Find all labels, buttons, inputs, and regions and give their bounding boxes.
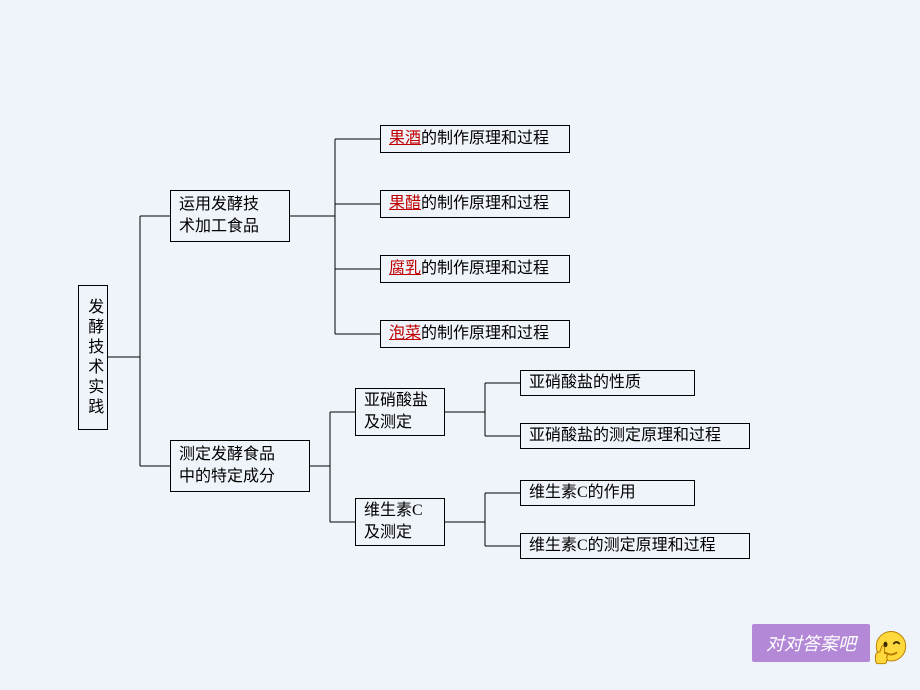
rest-tofu: 的制作原理和过程 <box>421 258 549 280</box>
vitc-l2: 及测定 <box>364 524 412 541</box>
node-nitrite: 亚硝酸盐 及测定 <box>355 388 445 436</box>
leaf-wine: 果酒 的制作原理和过程 <box>380 125 570 153</box>
node-measure-components: 测定发酵食品 中的特定成分 <box>170 440 310 492</box>
red-tofu: 腐乳 <box>389 258 421 280</box>
red-vinegar: 果醋 <box>389 193 421 215</box>
rest-vinegar: 的制作原理和过程 <box>421 193 549 215</box>
leaf-vitc-role: 维生素C的作用 <box>520 480 695 506</box>
nitrite-l1: 亚硝酸盐 <box>364 392 428 409</box>
node-processing-foods: 运用发酵技 术加工食品 <box>170 190 290 242</box>
leaf-tofu: 腐乳 的制作原理和过程 <box>380 255 570 283</box>
leaf-vitc-measure: 维生素C的测定原理和过程 <box>520 533 750 559</box>
l2a-line2: 术加工食品 <box>179 218 259 235</box>
leaf-pickle: 泡菜 的制作原理和过程 <box>380 320 570 348</box>
vitc-l1: 维生素C <box>364 502 423 519</box>
node-vitc: 维生素C 及测定 <box>355 498 445 546</box>
leaf-nitrite-measure: 亚硝酸盐的测定原理和过程 <box>520 423 750 449</box>
l2a-line1: 运用发酵技 <box>179 196 259 213</box>
root-node: 发酵技术实践 <box>78 285 108 430</box>
thinking-emoji-icon <box>868 626 914 672</box>
red-pickle: 泡菜 <box>389 323 421 345</box>
rest-pickle: 的制作原理和过程 <box>421 323 549 345</box>
leaf-vinegar: 果醋 的制作原理和过程 <box>380 190 570 218</box>
leaf-nitrite-prop: 亚硝酸盐的性质 <box>520 370 695 396</box>
l2b-line1: 测定发酵食品 <box>179 446 275 463</box>
nitrite-l2: 及测定 <box>364 414 412 431</box>
red-wine: 果酒 <box>389 128 421 150</box>
rest-wine: 的制作原理和过程 <box>421 128 549 150</box>
check-answer-button[interactable]: 对对答案吧 <box>752 624 870 662</box>
l2b-line2: 中的特定成分 <box>179 468 275 485</box>
